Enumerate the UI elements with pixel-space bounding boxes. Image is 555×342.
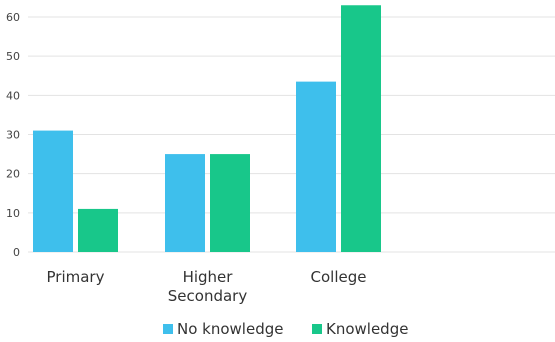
x-category-label: College xyxy=(311,268,367,286)
y-tick-label: 10 xyxy=(6,207,20,220)
x-axis-labels: Primary Higher Secondary College xyxy=(47,268,367,305)
bars xyxy=(33,5,381,252)
y-tick-label: 40 xyxy=(6,89,20,102)
bar-knowledge xyxy=(341,5,381,252)
bar-no-knowledge xyxy=(33,130,73,252)
y-tick-label: 0 xyxy=(13,246,20,259)
y-tick-label: 20 xyxy=(6,168,20,181)
x-category-label: Primary xyxy=(47,268,105,286)
y-tick-label: 50 xyxy=(6,50,20,63)
legend-item: Knowledge xyxy=(312,320,408,338)
bar-no-knowledge xyxy=(165,154,205,252)
y-tick-label: 30 xyxy=(6,129,20,142)
legend-swatch xyxy=(163,324,173,334)
bar-knowledge xyxy=(210,154,250,252)
y-axis-ticks: 0 10 20 30 40 50 60 xyxy=(6,11,20,259)
legend-label: No knowledge xyxy=(177,320,283,338)
y-tick-label: 60 xyxy=(6,11,20,24)
bar-no-knowledge xyxy=(296,81,336,252)
x-category-label: Higher Secondary xyxy=(168,268,248,305)
legend-swatch xyxy=(312,324,322,334)
legend: No knowledge Knowledge xyxy=(163,320,408,338)
bar-knowledge xyxy=(78,208,118,252)
legend-label: Knowledge xyxy=(326,320,408,338)
legend-item: No knowledge xyxy=(163,320,283,338)
